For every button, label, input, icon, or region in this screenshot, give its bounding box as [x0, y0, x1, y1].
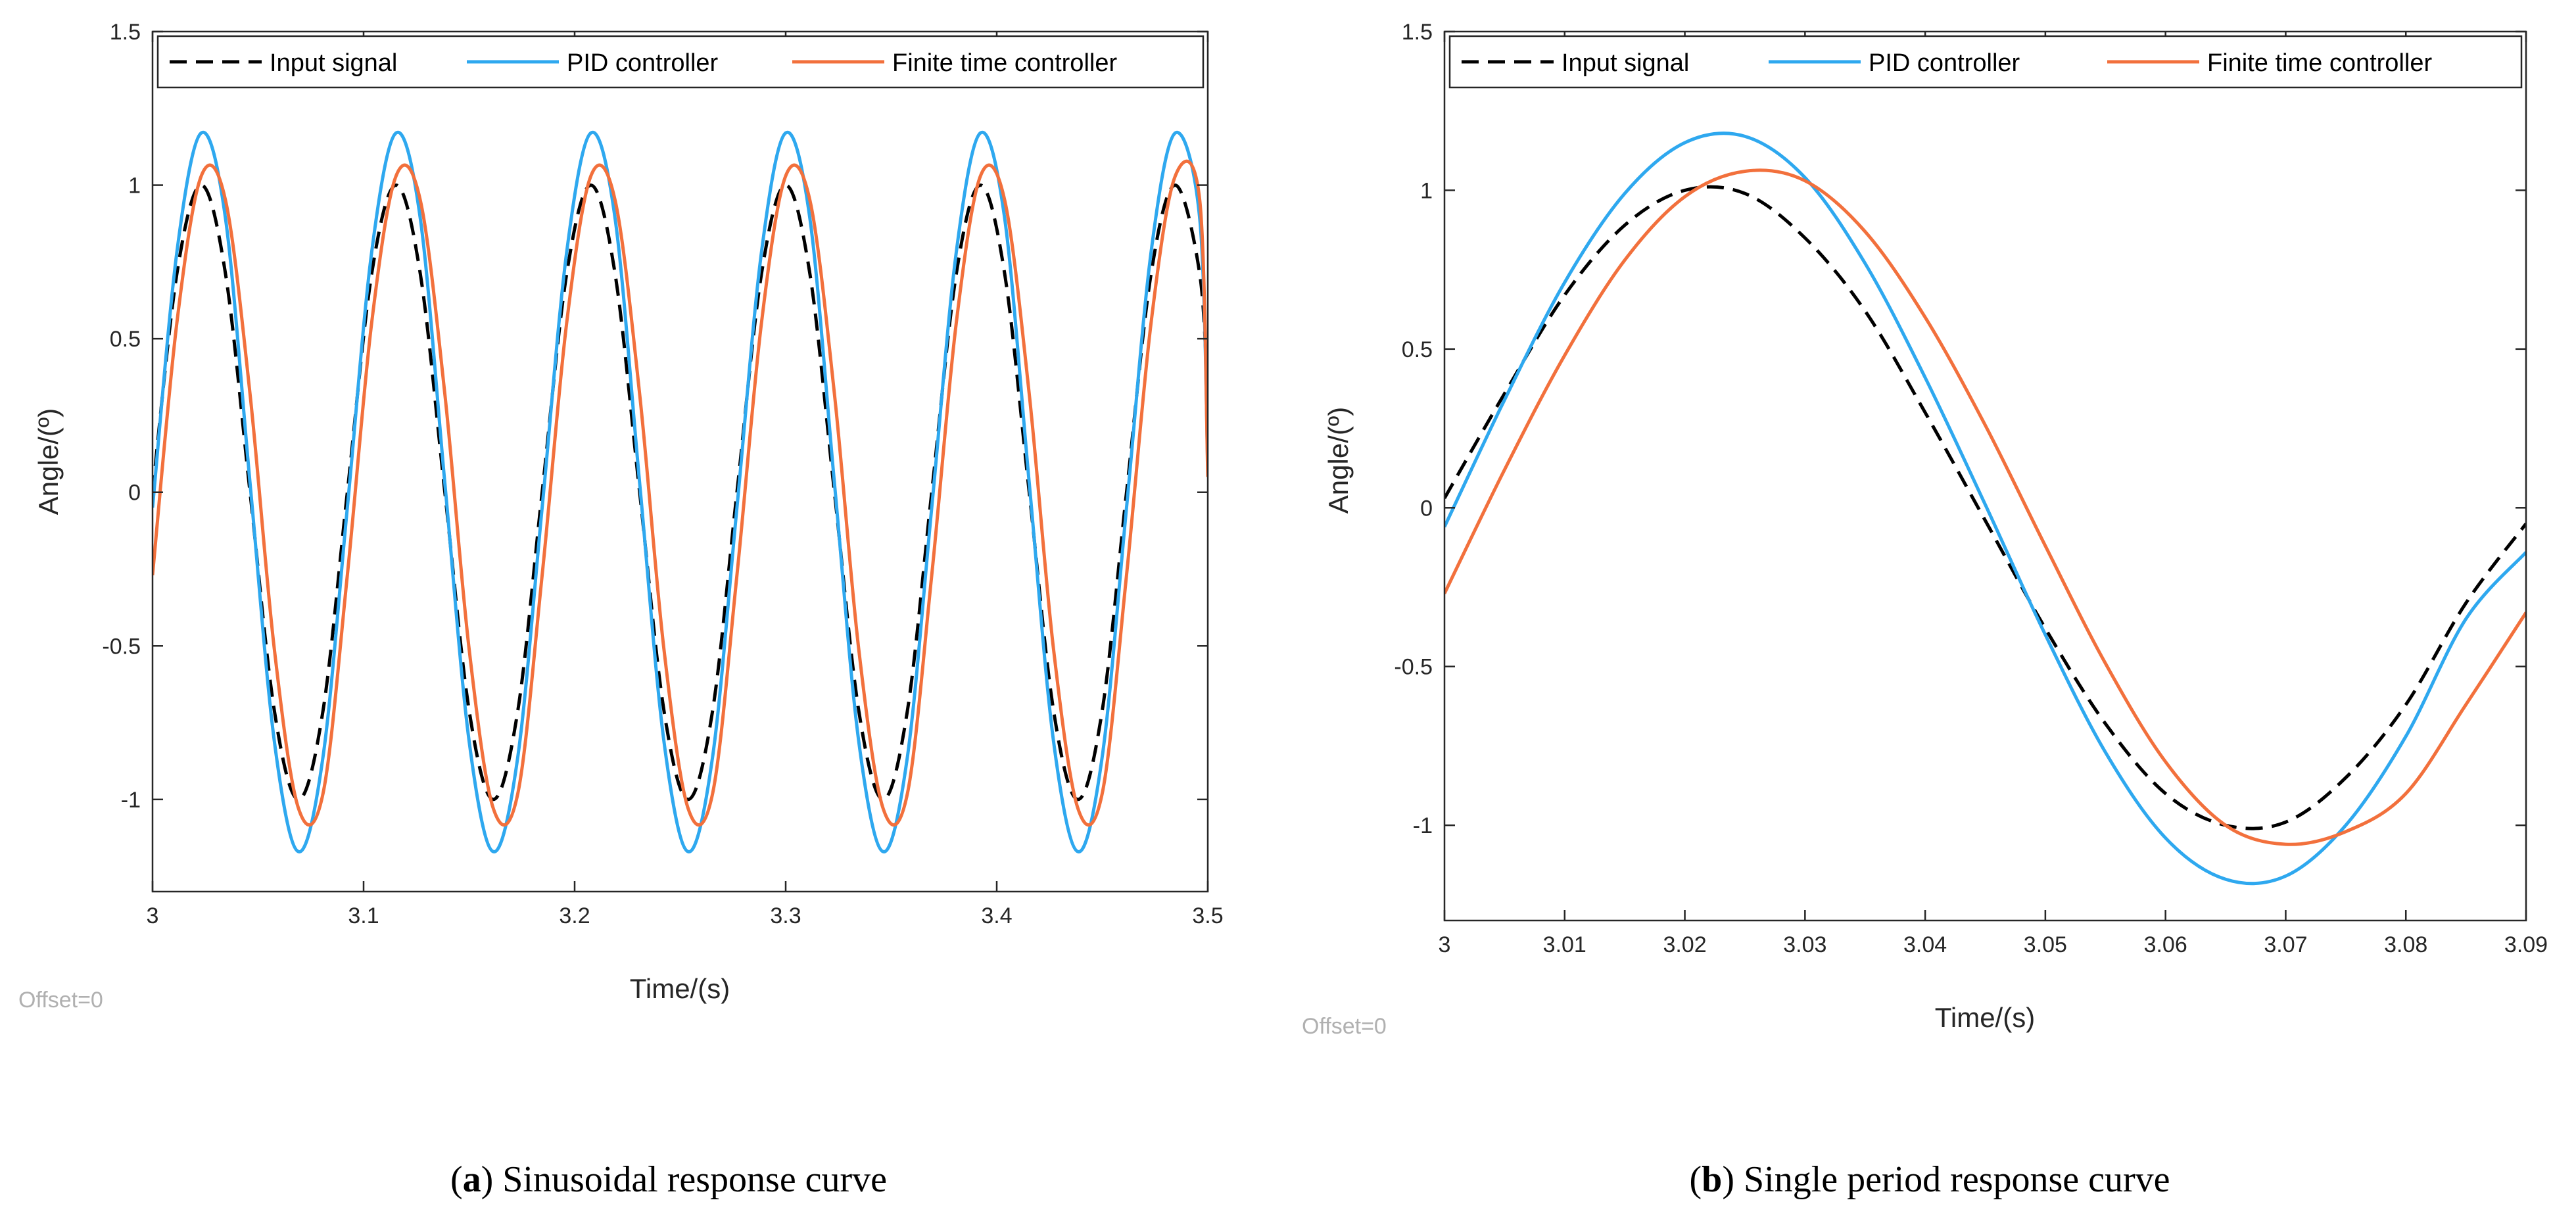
- x-axis-label-a: Time/(s): [630, 973, 730, 1004]
- legend-label-input-signal-b: Input signal: [1562, 49, 1689, 77]
- y-tick-label: 0: [128, 481, 141, 506]
- y-ticks-a: -1 -0.5 0 0.5 1 1.5: [102, 20, 1208, 813]
- x-tick-label: 3: [1439, 932, 1451, 957]
- panel-a: 3 3.1 3.2 3.3 3.4 3.5 -1 -0.5 0 0.5 1 1.5 Input si…: [0, 0, 1276, 1200]
- y-ticks-b: -1 -0.5 0 0.5 1 1.5: [1394, 20, 2526, 838]
- y-tick-label: 0: [1420, 496, 1433, 521]
- caption-a-text: Sinusoidal response curve: [502, 1159, 887, 1200]
- x-tick-label: 3.1: [348, 903, 379, 928]
- caption-a-label: a: [463, 1159, 481, 1200]
- x-tick-label: 3.3: [770, 903, 801, 928]
- panel-b: 3 3.01 3.02 3.03 3.04 3.05 3.06 3.07 3.08 3.09 -1…: [1302, 20, 2548, 1200]
- x-tick-label: 3.03: [1783, 932, 1826, 957]
- x-tick-label: 3.4: [981, 903, 1012, 928]
- series-line-pid-controller-a: [153, 130, 1208, 853]
- series-group-b: [1444, 132, 2526, 886]
- plot-area-b: [1444, 32, 2526, 921]
- y-tick-label: 1.5: [1402, 20, 1433, 45]
- legend-b: Input signal PID controller Finite time …: [1448, 35, 2523, 89]
- y-tick-label: 1: [1420, 178, 1433, 203]
- axes-box-b: [1443, 30, 2527, 922]
- legend-box-a: [156, 35, 1205, 89]
- x-tick-label: 3.09: [2504, 932, 2548, 957]
- y-tick-label: -1: [1413, 813, 1433, 838]
- series-line-finite-time-controller-b: [1444, 168, 2526, 846]
- x-tick-label: 3.2: [559, 903, 590, 928]
- x-ticks-a: 3 3.1 3.2 3.3 3.4 3.5: [147, 32, 1224, 928]
- legend-label-finite-time-controller: Finite time controller: [892, 49, 1117, 77]
- offset-label-b: Offset=0: [1302, 1014, 1387, 1039]
- y-tick-label: 1: [128, 174, 141, 199]
- y-axis-label-b: Angle/(º): [1323, 407, 1354, 514]
- caption-b: (b) Single period response curve: [1690, 1159, 2170, 1200]
- x-tick-label: 3: [147, 903, 159, 928]
- x-tick-label: 3.5: [1192, 903, 1223, 928]
- y-axis-label-a: Angle/(º): [33, 408, 64, 515]
- x-tick-label: 3.01: [1543, 932, 1586, 957]
- legend-a: Input signal PID controller Finite time …: [156, 35, 1205, 89]
- x-axis-label-b: Time/(s): [1935, 1002, 2035, 1033]
- series-line-input-signal-b: [1444, 185, 2526, 830]
- series-line-pid-controller-b: [1444, 132, 2526, 886]
- x-tick-label: 3.06: [2144, 932, 2187, 957]
- x-ticks-b: 3 3.01 3.02 3.03 3.04 3.05 3.06 3.07 3.08 3.09: [1439, 32, 2548, 957]
- series-group-a: [153, 130, 1208, 853]
- y-tick-label: -0.5: [1394, 655, 1433, 680]
- legend-label-input-signal: Input signal: [270, 49, 397, 77]
- series-line-finite-time-controller-a: [153, 159, 1208, 827]
- x-tick-label: 3.08: [2384, 932, 2427, 957]
- offset-label-a: Offset=0: [18, 988, 103, 1013]
- y-tick-label: -0.5: [102, 634, 141, 659]
- x-tick-label: 3.05: [2024, 932, 2067, 957]
- legend-label-pid-controller-b: PID controller: [1869, 49, 2020, 77]
- y-tick-label: 0.5: [1402, 337, 1433, 362]
- caption-b-text: Single period response curve: [1744, 1159, 2170, 1200]
- x-tick-label: 3.04: [1903, 932, 1947, 957]
- x-tick-label: 3.07: [2264, 932, 2307, 957]
- caption-b-label: b: [1702, 1159, 1722, 1200]
- y-tick-label: 1.5: [110, 20, 141, 45]
- x-tick-label: 3.02: [1663, 932, 1706, 957]
- y-tick-label: 0.5: [110, 327, 141, 352]
- y-tick-label: -1: [121, 788, 141, 813]
- caption-a: (a) Sinusoidal response curve: [450, 1159, 887, 1200]
- legend-label-finite-time-controller-b: Finite time controller: [2207, 49, 2432, 77]
- axes-box-a: [151, 30, 1209, 893]
- legend-label-pid-controller: PID controller: [567, 49, 719, 77]
- legend-box-b: [1448, 35, 2523, 89]
